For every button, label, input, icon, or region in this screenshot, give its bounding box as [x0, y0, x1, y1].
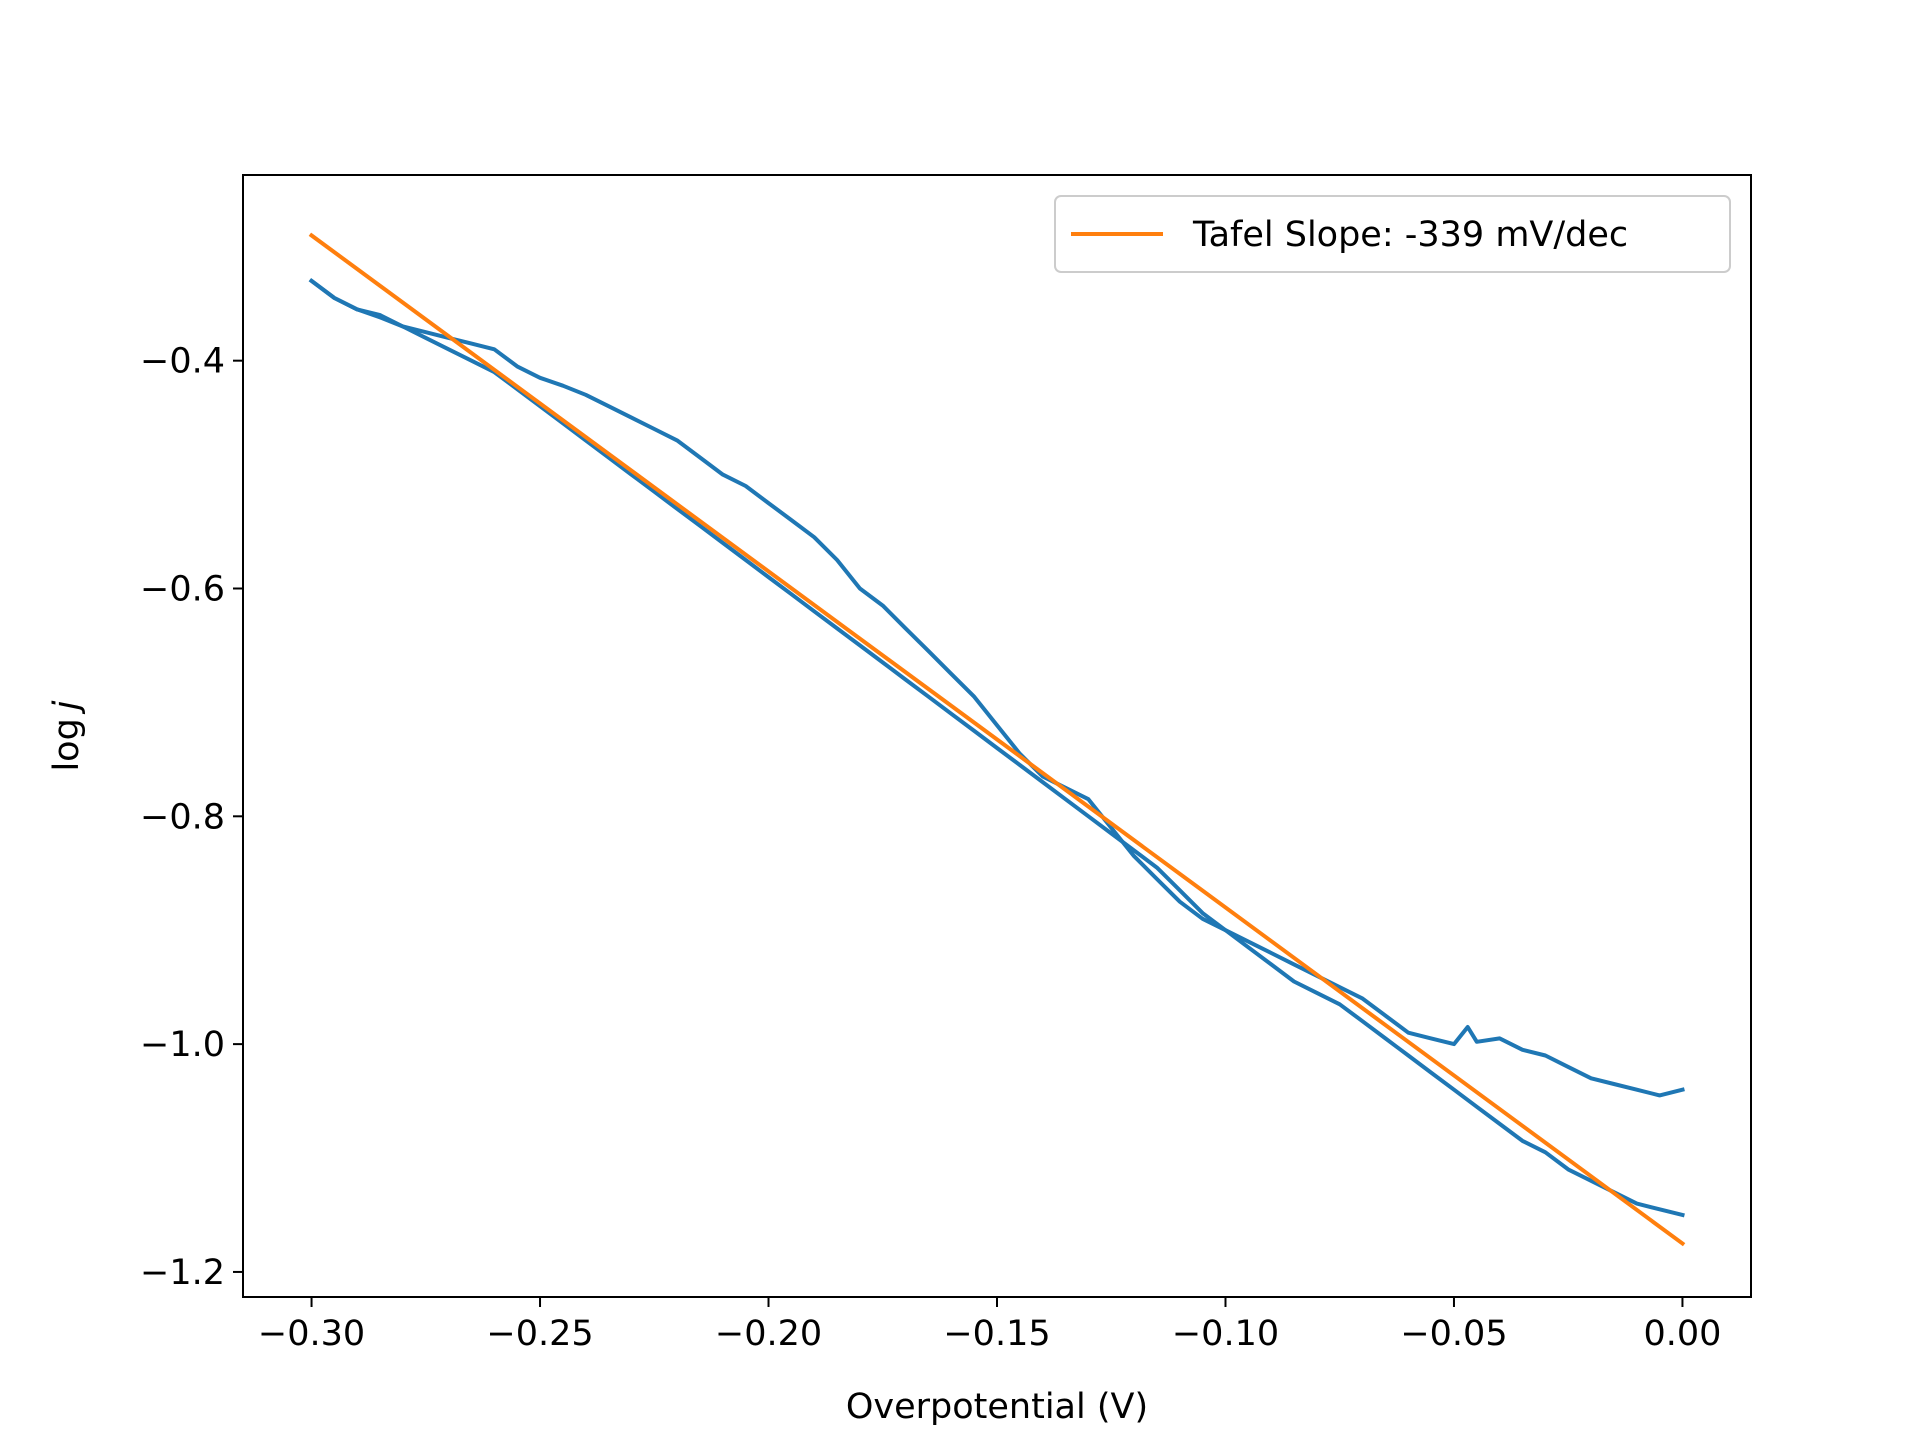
- x-tick-label: −0.20: [715, 1314, 822, 1354]
- y-tick-label: −0.6: [140, 569, 225, 609]
- y-tick-label: −0.4: [140, 342, 225, 382]
- legend: Tafel Slope: -339 mV/dec: [1054, 195, 1731, 273]
- x-axis: −0.30 −0.25 −0.20 −0.15 −0.10 −0.05 0.00: [258, 1297, 1721, 1354]
- x-tick-label: −0.10: [1172, 1314, 1279, 1354]
- y-axis-title: log j: [47, 700, 87, 771]
- legend-box: [1054, 195, 1731, 273]
- x-tick-label: −0.30: [258, 1314, 365, 1354]
- y-tick-label: −0.8: [140, 797, 225, 837]
- y-axis-title-prefix: log: [47, 718, 87, 771]
- y-axis: −1.2 −1.0 −0.8 −0.6 −0.4: [140, 342, 243, 1293]
- y-tick-label: −1.2: [140, 1253, 225, 1293]
- x-tick-label: −0.25: [486, 1314, 593, 1354]
- x-tick-label: −0.05: [1400, 1314, 1507, 1354]
- legend-label: Tafel Slope: -339 mV/dec: [1192, 215, 1628, 255]
- y-tick-label: −1.0: [140, 1025, 225, 1065]
- x-axis-title: Overpotential (V): [846, 1387, 1148, 1427]
- series-line-2: [308, 278, 1685, 1218]
- x-tick-label: 0.00: [1643, 1314, 1721, 1354]
- series-line-3: [308, 232, 1686, 1247]
- x-tick-label: −0.15: [943, 1314, 1050, 1354]
- series-layer: [308, 232, 1686, 1247]
- y-axis-title-variable: j: [47, 700, 87, 714]
- series-line-1: [308, 278, 1685, 1098]
